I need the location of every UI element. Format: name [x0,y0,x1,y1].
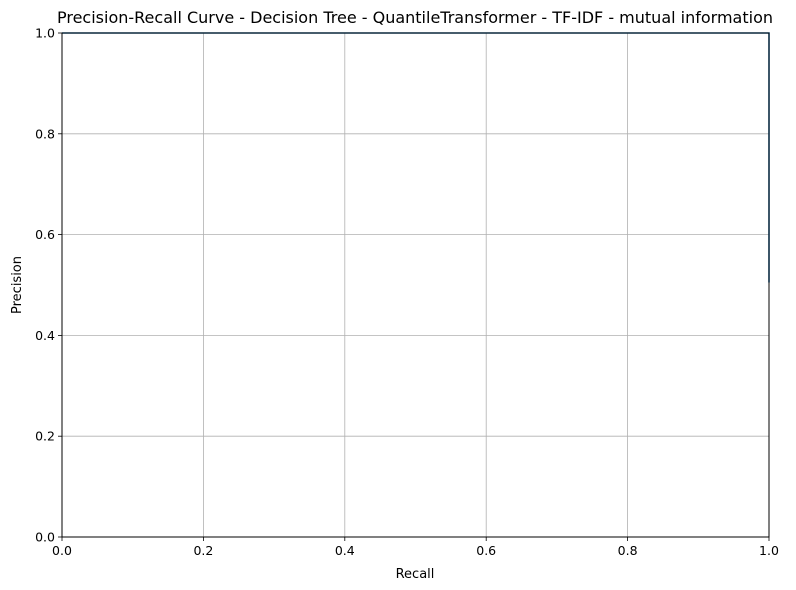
y-tick-label: 0.4 [35,328,55,343]
y-tick-label: 0.6 [35,227,55,242]
x-tick-label: 0.6 [476,543,496,558]
plot-series [62,32,770,283]
y-axis-label: Precision [10,256,25,314]
y-tick-label: 0.8 [35,126,55,141]
grid-lines [61,32,770,538]
y-tick-label: 0.0 [35,530,55,545]
x-tick-label: 0.8 [618,543,638,558]
x-axis-ticks: 0.0 0.2 0.4 0.6 0.8 1.0 [52,537,779,558]
y-tick-label: 0.2 [35,429,55,444]
x-tick-label: 1.0 [759,543,779,558]
chart-title: Precision-Recall Curve - Decision Tree -… [57,8,773,27]
y-tick-label: 1.0 [35,26,55,41]
x-tick-label: 0.0 [52,543,72,558]
x-axis-label: Recall [396,567,435,582]
y-axis-ticks: 0.0 0.2 0.4 0.6 0.8 1.0 [35,26,62,545]
plot-area-frame [61,32,770,538]
x-tick-label: 0.2 [193,543,213,558]
precision-recall-curve [62,32,770,283]
x-tick-label: 0.4 [335,543,355,558]
